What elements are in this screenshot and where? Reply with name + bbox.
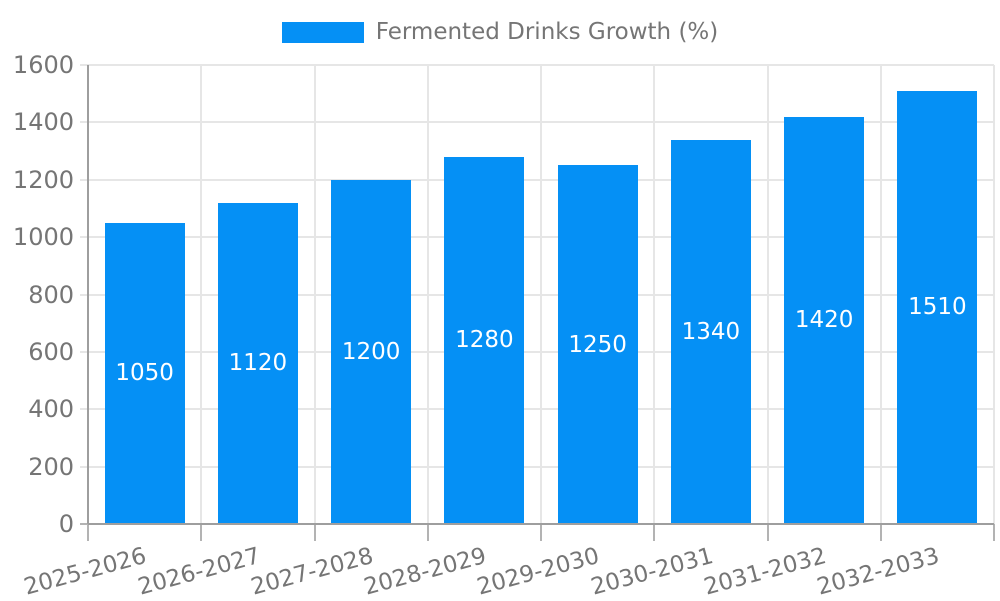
bar[interactable] [784, 116, 865, 524]
bar[interactable] [331, 179, 412, 524]
legend-label: Fermented Drinks Growth (%) [375, 19, 719, 45]
x-axis-tick [426, 524, 429, 541]
y-axis-tick-label: 400 [28, 395, 74, 424]
bar[interactable] [444, 156, 525, 524]
bar-value-label: 1510 [908, 294, 967, 321]
gridline-horizontal [80, 465, 994, 468]
legend-swatch [281, 21, 364, 43]
bar[interactable] [670, 139, 751, 524]
bar-value-label: 1340 [681, 318, 741, 345]
x-axis-tick-label: 2031-2032 [701, 543, 829, 601]
bar[interactable] [104, 222, 185, 524]
bar[interactable] [217, 202, 298, 524]
bar-value-label: 1420 [794, 307, 854, 334]
x-axis-tick-label: 2028-2029 [361, 543, 490, 601]
gridline-vertical [653, 65, 656, 524]
x-axis-tick [879, 524, 882, 541]
x-axis-tick [313, 524, 316, 541]
gridline-vertical [540, 65, 542, 524]
gridline-horizontal [80, 236, 994, 239]
gridline-horizontal [80, 64, 994, 66]
x-axis-tick-label: 2025-2026 [21, 543, 150, 601]
x-axis-tick-label: 2029-2030 [474, 543, 603, 601]
y-axis-tick-label: 800 [28, 280, 74, 309]
x-axis-tick [540, 524, 542, 541]
x-axis-tick [200, 524, 203, 541]
x-axis-tick [87, 524, 89, 541]
gridline-vertical [993, 65, 995, 524]
gridline-horizontal [80, 408, 994, 411]
gridline-horizontal [80, 178, 994, 181]
bar-value-label: 1250 [568, 331, 627, 358]
y-axis-tick-label: 1600 [12, 51, 74, 79]
gridline-vertical [766, 65, 769, 524]
gridline-vertical [426, 65, 429, 524]
x-axis-tick-label: 2027-2028 [248, 543, 376, 601]
x-axis-tick-label: 2026-2027 [134, 543, 263, 601]
y-axis-tick-label: 1400 [12, 108, 74, 137]
y-axis-tick-label: 200 [28, 452, 74, 481]
y-axis-tick-label: 1200 [12, 165, 74, 194]
x-axis-line [88, 523, 994, 525]
y-axis-line [87, 65, 89, 524]
x-axis-tick [993, 524, 995, 541]
x-axis-tick-label: 2032-2033 [814, 543, 943, 601]
bar-value-label: 1200 [341, 338, 401, 365]
gridline-vertical [879, 65, 882, 524]
bar-value-label: 1050 [115, 360, 174, 387]
legend[interactable]: Fermented Drinks Growth (%) [0, 18, 1000, 46]
gridline-vertical [313, 65, 316, 524]
y-axis-tick-label: 1000 [12, 223, 74, 252]
x-axis-tick [766, 524, 769, 541]
x-axis-tick-label: 2030-2031 [587, 543, 716, 601]
gridline-horizontal [80, 121, 994, 124]
y-axis-tick [80, 523, 88, 525]
y-axis-tick-label: 600 [28, 337, 74, 366]
x-axis-tick [653, 524, 656, 541]
bar-value-label: 1280 [455, 327, 514, 354]
bar-value-label: 1120 [228, 350, 288, 377]
y-axis-tick-label: 0 [58, 510, 74, 538]
bar[interactable] [557, 165, 638, 524]
bar[interactable] [897, 90, 978, 524]
gridline-horizontal [80, 293, 994, 296]
gridline-vertical [200, 65, 203, 524]
gridline-horizontal [80, 350, 994, 353]
